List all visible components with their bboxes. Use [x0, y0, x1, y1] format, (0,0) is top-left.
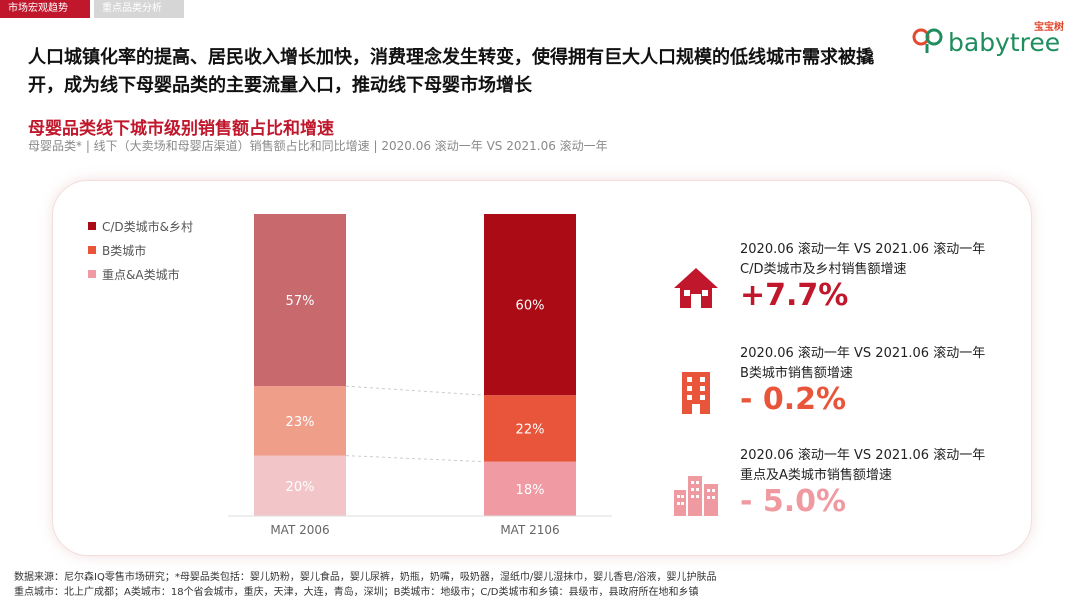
top-tabs: 市场宏观趋势 重点品类分析	[0, 0, 184, 18]
bar-data-label: 57%	[286, 294, 315, 309]
bar-segment-mat-2106-2	[484, 214, 576, 396]
x-axis-tick-label: MAT 2106	[500, 523, 559, 537]
stat-b-growth: 2020.06 滚动一年 VS 2021.06 滚动一年 B类城市销售额增速 -…	[670, 342, 1010, 438]
footer-city-definition-line: 重点城市：北上广成都；A类城市：18个省会城市，重庆，天津，大连，青岛，深圳；B…	[14, 587, 699, 598]
tab-key-category-analysis[interactable]: 重点品类分析	[94, 0, 184, 18]
babytree-logo-mark-icon	[912, 28, 943, 53]
footer-notes: 数据来源：尼尔森IQ零售市场研究；*母婴品类包括：婴儿奶粉，婴儿食品，婴儿尿裤，…	[14, 570, 1074, 600]
legend-item-cd: C/D类城市&乡村	[88, 214, 193, 238]
stat-period: 2020.06 滚动一年 VS 2021.06 滚动一年	[740, 242, 986, 257]
building-icon	[682, 372, 710, 414]
bar-data-label: 60%	[516, 299, 545, 314]
stat-period: 2020.06 滚动一年 VS 2021.06 滚动一年	[740, 346, 986, 361]
page-headline: 人口城镇化率的提高、居民收入增长加快，消费理念发生转变，使得拥有巨大人口规模的低…	[28, 47, 874, 96]
bar-segment-mat-2006-2	[254, 214, 346, 387]
legend-label-b: B类城市	[102, 243, 147, 258]
stat-value: - 5.0%	[740, 484, 847, 519]
footer-source-line: 数据来源：尼尔森IQ零售市场研究；*母婴品类包括：婴儿奶粉，婴儿食品，婴儿尿裤，…	[14, 572, 717, 583]
chart-subtitle: 母婴品类* | 线下（大卖场和母婴店渠道）销售额占比和同比增速 | 2020.0…	[28, 139, 608, 153]
bar-segment-mat-2106-1	[484, 395, 576, 462]
bar-segment-mat-2006-1	[254, 386, 346, 456]
legend-label-cd: C/D类城市&乡村	[102, 219, 194, 234]
house-icon	[674, 268, 718, 308]
x-axis-tick-label: MAT 2006	[270, 523, 329, 537]
legend-item-a: 重点&A类城市	[88, 262, 193, 286]
chart-legend: C/D类城市&乡村 B类城市 重点&A类城市	[88, 214, 193, 286]
legend-swatch-b	[88, 246, 96, 254]
bar-segment-mat-2006-0	[254, 455, 346, 516]
legend-label-a: 重点&A类城市	[102, 267, 180, 282]
stat-period: 2020.06 滚动一年 VS 2021.06 滚动一年	[740, 448, 986, 463]
legend-swatch-a	[88, 270, 96, 278]
stat-cd-growth: 2020.06 滚动一年 VS 2021.06 滚动一年 C/D类城市及乡村销售…	[670, 238, 1010, 334]
bar-data-label: 18%	[516, 483, 545, 498]
bar-data-label: 22%	[516, 422, 545, 437]
stat-a-growth: 2020.06 滚动一年 VS 2021.06 滚动一年 重点及A类城市销售额增…	[670, 444, 1010, 540]
tab-market-macro-trend[interactable]: 市场宏观趋势	[0, 0, 90, 18]
segment-connector-line	[345, 455, 485, 463]
bar-segment-mat-2106-0	[484, 461, 576, 516]
stat-label: C/D类城市及乡村销售额增速	[740, 262, 907, 277]
babytree-logo: babytree 宝宝树	[910, 16, 1070, 57]
logo-text-cn: 宝宝树	[1034, 22, 1064, 33]
bar-data-label: 20%	[286, 480, 315, 495]
legend-item-b: B类城市	[88, 238, 193, 262]
stat-label: 重点及A类城市销售额增速	[740, 468, 892, 483]
stat-label: B类城市销售额增速	[740, 366, 853, 381]
logo-text-en: babytree	[948, 28, 1061, 57]
stat-value: - 0.2%	[740, 382, 847, 417]
city-icon	[674, 476, 718, 516]
legend-swatch-cd	[88, 222, 96, 230]
bar-data-label: 23%	[286, 415, 315, 430]
stat-value: +7.7%	[740, 278, 849, 313]
segment-connector-line	[345, 385, 485, 396]
chart-title: 母婴品类线下城市级别销售额占比和增速	[28, 119, 334, 139]
